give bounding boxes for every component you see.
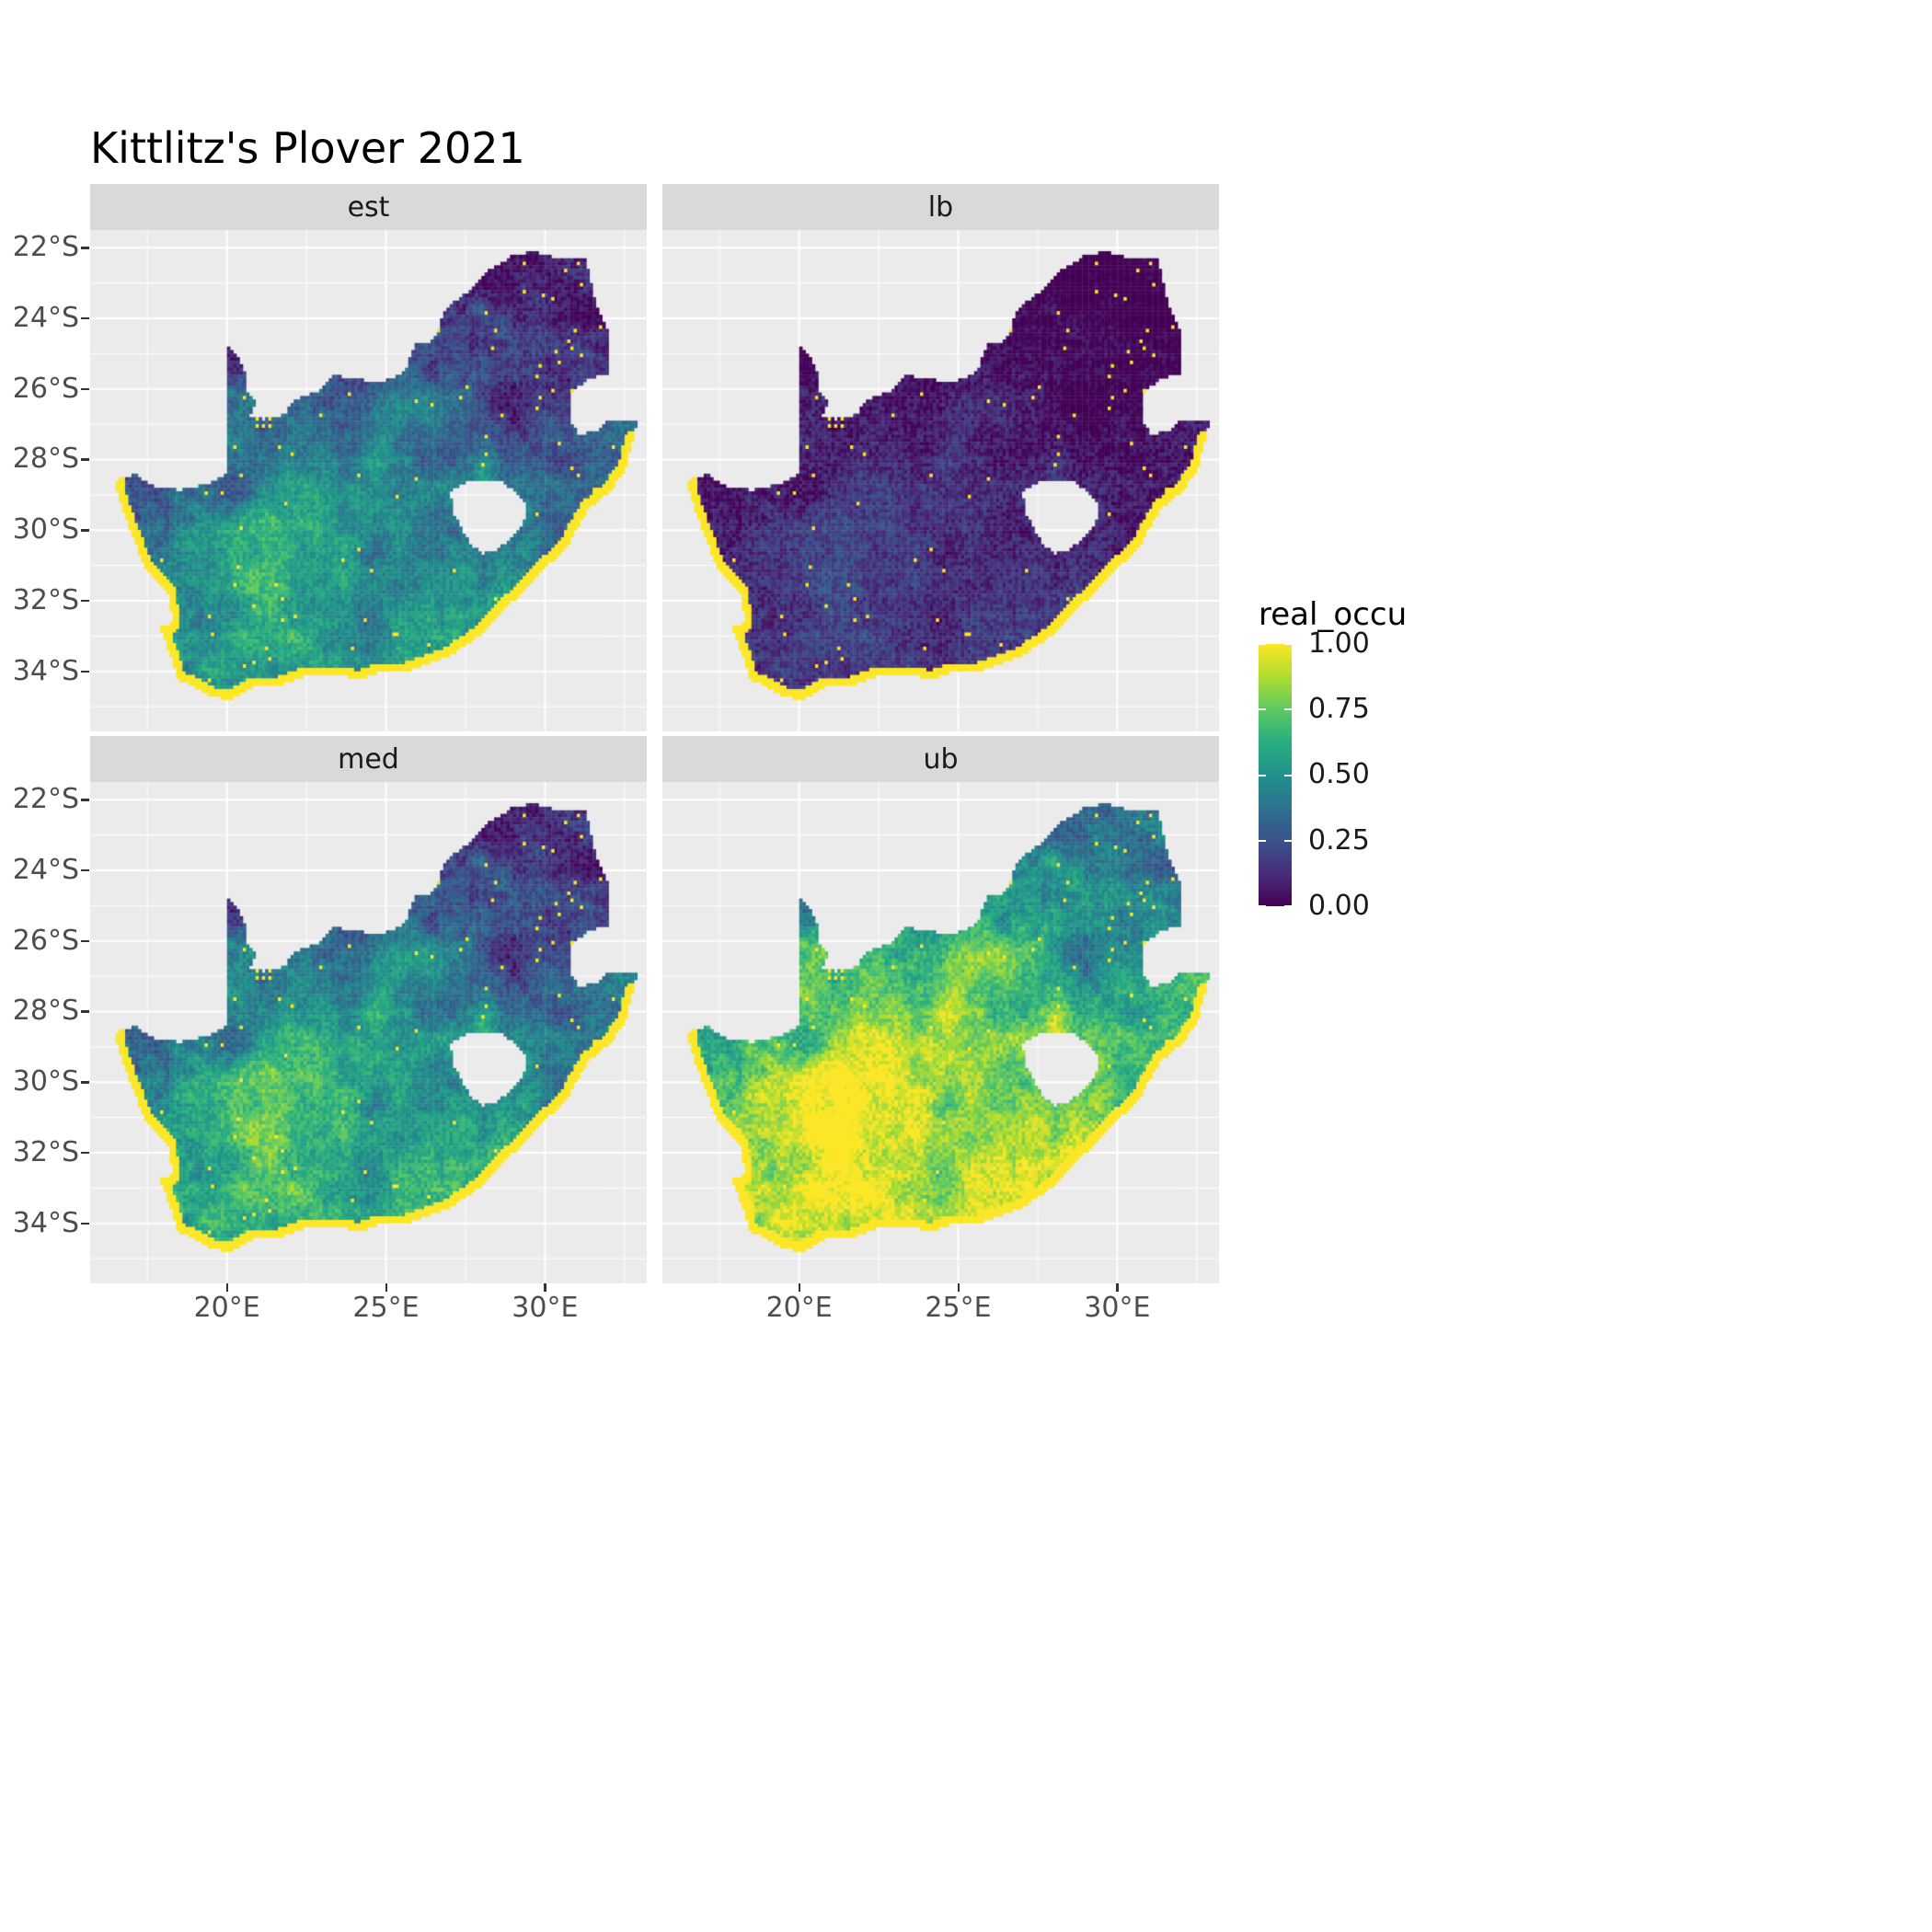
legend-tick-mark: [1284, 905, 1292, 907]
y-axis-tick-label: 34°S: [12, 1206, 79, 1239]
y-axis-tick-mark: [81, 529, 89, 532]
y-axis-tick-mark: [81, 939, 89, 943]
x-axis-tick-mark: [1116, 1283, 1119, 1292]
x-axis-tick-mark: [798, 1283, 801, 1292]
y-axis-tick-label: 24°S: [12, 853, 79, 886]
legend-label-075: 0.75: [1308, 693, 1370, 725]
x-axis-tick-label: 30°E: [1084, 1292, 1151, 1324]
legend-label-100: 1.00: [1308, 627, 1370, 660]
legend-tick-mark: [1259, 774, 1266, 776]
legend-label-000: 0.00: [1308, 890, 1370, 922]
y-axis-tick-mark: [81, 247, 89, 249]
y-axis-tick-mark: [81, 316, 89, 320]
legend-title: real_occu: [1259, 596, 1408, 633]
y-axis-tick-mark: [81, 1081, 89, 1084]
y-axis-tick-mark: [81, 670, 89, 673]
facet-map-canvas-lb: [662, 230, 1219, 731]
x-axis-tick-mark: [225, 1283, 229, 1292]
x-axis-tick-label: 20°E: [193, 1292, 260, 1324]
legend-label-025: 0.25: [1308, 824, 1370, 857]
y-axis-tick-label: 32°S: [12, 1135, 79, 1168]
x-axis-tick-label: 20°E: [765, 1292, 833, 1324]
y-axis-tick-label: 34°S: [12, 654, 79, 687]
x-axis-tick-mark: [544, 1283, 546, 1292]
legend-tick-mark: [1284, 774, 1292, 776]
x-axis-tick-label: 25°E: [352, 1292, 420, 1324]
facet-panel-est: [90, 230, 647, 731]
legend-tick-mark: [1284, 643, 1292, 645]
y-axis-tick-mark: [81, 868, 89, 872]
y-axis-tick-label: 22°S: [12, 783, 79, 816]
y-axis-tick-mark: [81, 458, 89, 461]
y-axis-tick-label: 30°S: [12, 1065, 79, 1098]
legend-label-050: 0.50: [1308, 758, 1370, 790]
y-axis-tick-mark: [81, 1010, 89, 1013]
y-axis-tick-mark: [81, 599, 89, 603]
y-axis-tick-mark: [81, 387, 89, 391]
legend-tick-mark: [1284, 839, 1292, 842]
y-axis-tick-label: 26°S: [12, 372, 79, 405]
legend-tick-mark: [1259, 839, 1266, 842]
x-axis-tick-label: 30°E: [512, 1292, 579, 1324]
y-axis-tick-label: 24°S: [12, 301, 79, 334]
facet-panel-med: [90, 782, 647, 1283]
y-axis-tick-label: 28°S: [12, 995, 79, 1028]
facet-map-canvas-est: [90, 230, 647, 731]
facet-map-canvas-ub: [662, 782, 1219, 1283]
y-axis-tick-label: 30°S: [12, 513, 79, 546]
plot-title: Kittlitz's Plover 2021: [90, 123, 525, 173]
y-axis-tick-mark: [81, 799, 89, 801]
y-axis-tick-mark: [81, 1151, 89, 1155]
facet-map-canvas-med: [90, 782, 647, 1283]
y-axis-tick-label: 22°S: [12, 231, 79, 264]
x-axis-tick-label: 25°E: [925, 1292, 992, 1324]
legend-tick-mark: [1259, 708, 1266, 711]
facet-strip-label-ub: ub: [923, 742, 959, 776]
facet-strip-label-lb: lb: [927, 190, 954, 224]
facet-strip-lb: lb: [662, 184, 1219, 230]
legend-tick-mark: [1259, 905, 1266, 907]
facet-panel-ub: [662, 782, 1219, 1283]
facet-strip-est: est: [90, 184, 647, 230]
facet-strip-ub: ub: [662, 736, 1219, 782]
facet-strip-med: med: [90, 736, 647, 782]
y-axis-tick-label: 28°S: [12, 443, 79, 476]
x-axis-tick-mark: [957, 1283, 960, 1292]
facet-strip-label-med: med: [338, 742, 399, 776]
facet-panel-lb: [662, 230, 1219, 731]
x-axis-tick-mark: [385, 1283, 387, 1292]
y-axis-tick-label: 32°S: [12, 583, 79, 616]
legend-tick-mark: [1259, 643, 1266, 645]
facet-strip-label-est: est: [347, 190, 390, 224]
legend-tick-mark: [1284, 708, 1292, 711]
y-axis-tick-label: 26°S: [12, 924, 79, 957]
y-axis-tick-mark: [81, 1222, 89, 1225]
